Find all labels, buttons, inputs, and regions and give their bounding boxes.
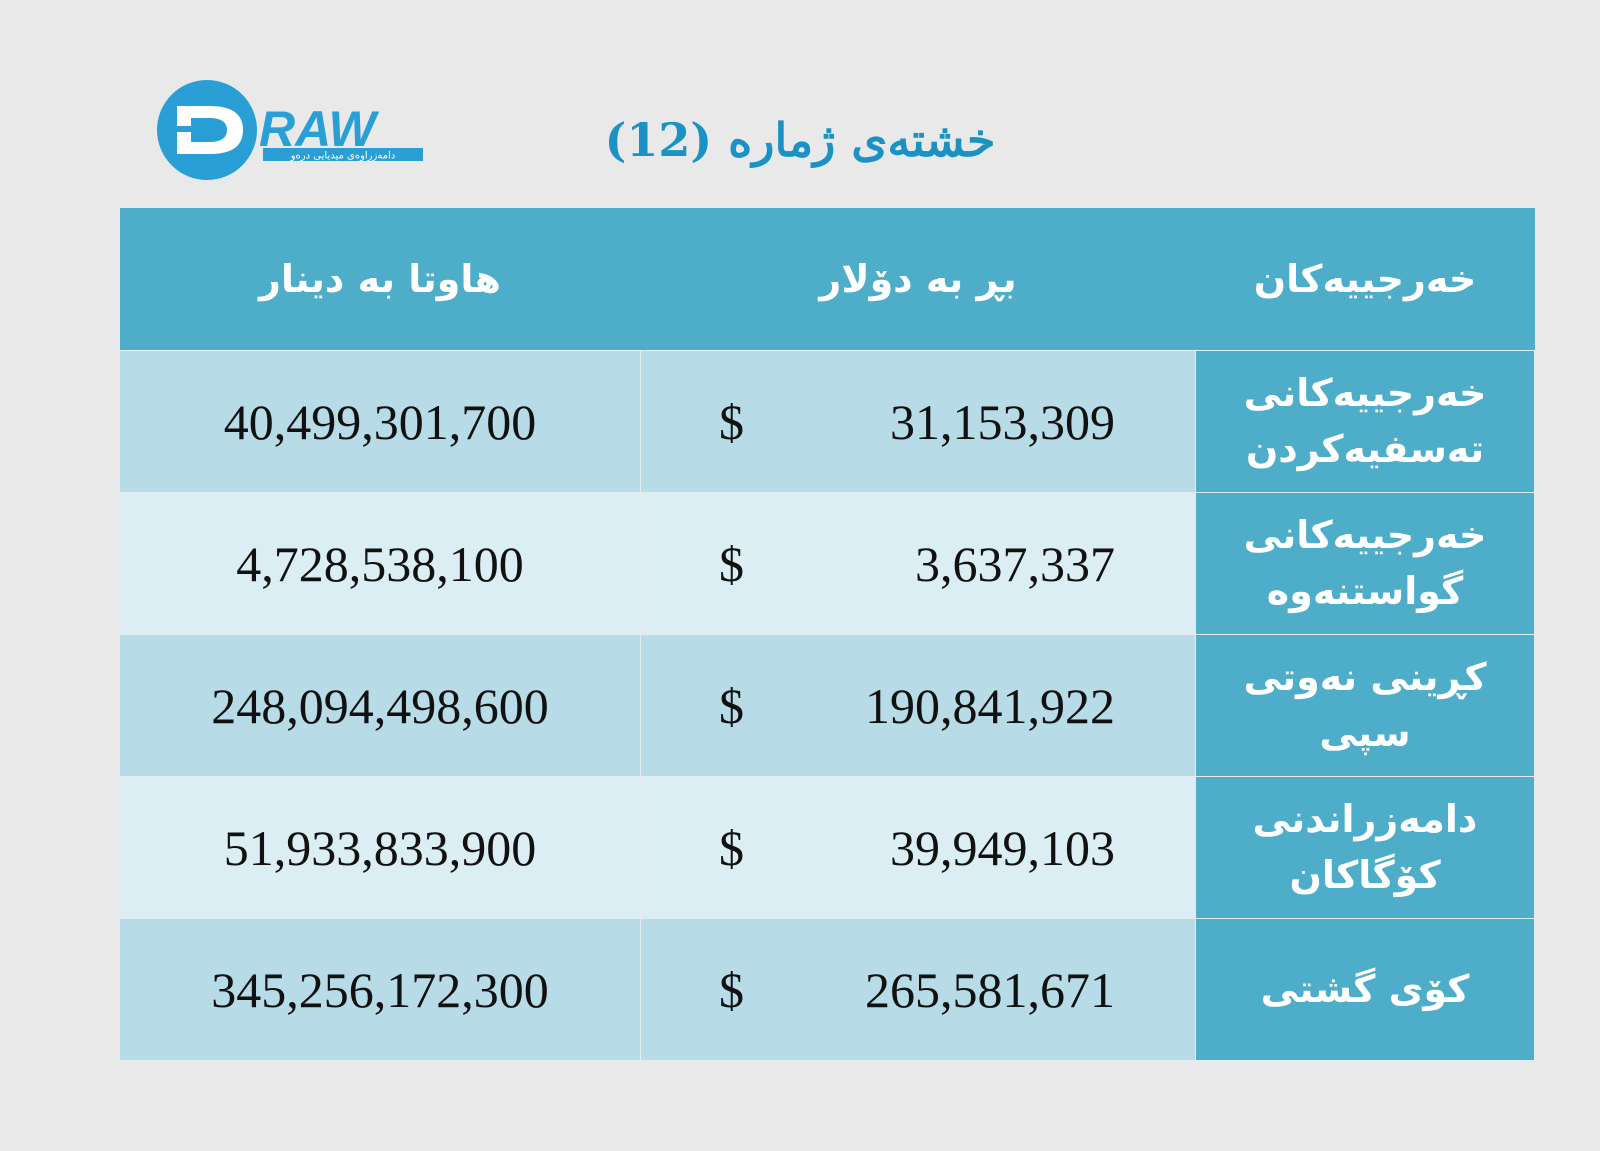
dollar-sign: $ (719, 677, 744, 734)
dollar-sign: $ (719, 961, 744, 1018)
expense-label: خەرجییەکانی گواستنەوە (1195, 492, 1535, 635)
expense-label-line1: دامەزراندنی (1252, 797, 1478, 842)
header-dollar: بڕ بە دۆلار (640, 208, 1196, 351)
total-row: 345,256,172,300 $ 265,581,671 کۆی گشتی (119, 918, 1535, 1061)
usd-total-cell: $ 265,581,671 (640, 918, 1196, 1061)
expense-label-line1: خەرجییەکانی (1243, 513, 1487, 558)
usd-value: 39,949,103 (890, 819, 1115, 876)
table-row: 51,933,833,900 $ 39,949,103 دامەزراندنی … (119, 776, 1535, 919)
logo-text: RAW (259, 101, 379, 157)
expense-label-line2: گواستنەوە (1266, 568, 1464, 613)
dollar-sign: $ (719, 393, 744, 450)
dinar-cell: 4,728,538,100 (119, 492, 641, 635)
draw-logo-mark: RAW دامەزراوەی میدیایی درەو (157, 80, 423, 180)
total-label-text: کۆی گشتی (1260, 966, 1470, 1011)
usd-cell: $ 190,841,922 (640, 634, 1196, 777)
expense-label-line2: سپی (1319, 710, 1411, 755)
total-label: کۆی گشتی (1195, 918, 1535, 1061)
dollar-sign: $ (719, 535, 744, 592)
expense-label-line2: کۆگاکان (1289, 852, 1441, 897)
usd-value: 31,153,309 (890, 393, 1115, 450)
usd-cell: $ 31,153,309 (640, 350, 1196, 493)
table-row: 40,499,301,700 $ 31,153,309 خەرجییەکانی … (119, 350, 1535, 493)
expense-label: خەرجییەکانی تەسفیەکردن (1195, 350, 1535, 493)
table-row: 4,728,538,100 $ 3,637,337 خەرجییەکانی گو… (119, 492, 1535, 635)
usd-cell: $ 39,949,103 (640, 776, 1196, 919)
expense-label-line1: کڕینی نەوتی (1243, 655, 1487, 700)
dinar-cell: 40,499,301,700 (119, 350, 641, 493)
usd-value: 3,637,337 (915, 535, 1115, 592)
dinar-cell: 248,094,498,600 (119, 634, 641, 777)
dollar-sign: $ (719, 819, 744, 876)
table-title: خشتەی ژمارە (12) (604, 113, 996, 167)
expense-label-line2: تەسفیەکردن (1245, 426, 1485, 471)
header-expenses: خەرجییەکان (1195, 208, 1535, 351)
dinar-cell: 51,933,833,900 (119, 776, 641, 919)
expense-label: دامەزراندنی کۆگاکان (1195, 776, 1535, 919)
dinar-total-cell: 345,256,172,300 (119, 918, 641, 1061)
usd-cell: $ 3,637,337 (640, 492, 1196, 635)
expenses-table: هاوتا بە دینار بڕ بە دۆلار خەرجییەکان 40… (119, 208, 1535, 1061)
draw-logo: RAW دامەزراوەی میدیایی درەو (155, 76, 445, 184)
usd-value: 190,841,922 (865, 677, 1115, 734)
header-dinar: هاوتا بە دینار (119, 208, 641, 351)
header-row: هاوتا بە دینار بڕ بە دۆلار خەرجییەکان (119, 208, 1535, 351)
expense-label: کڕینی نەوتی سپی (1195, 634, 1535, 777)
expense-label-line1: خەرجییەکانی (1243, 371, 1487, 416)
usd-value: 265,581,671 (865, 961, 1115, 1018)
table-row: 248,094,498,600 $ 190,841,922 کڕینی نەوت… (119, 634, 1535, 777)
logo-tagline: دامەزراوەی میدیایی درەو (290, 151, 396, 162)
